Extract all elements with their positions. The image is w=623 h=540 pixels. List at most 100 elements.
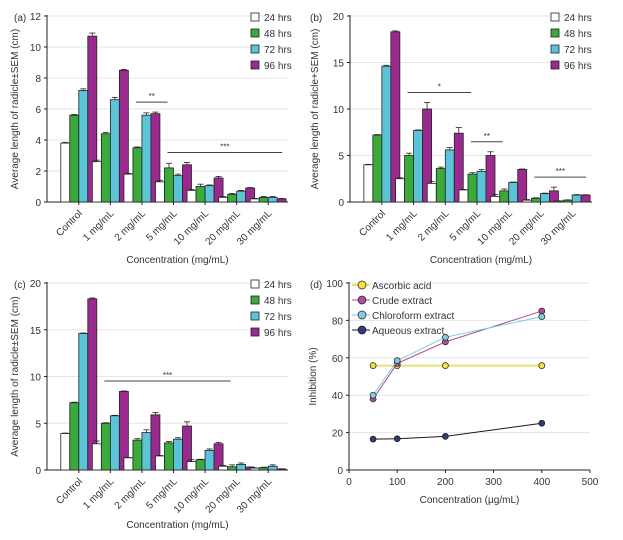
bar-96-hrs-3 — [485, 155, 496, 203]
legend-label: Chloroform extract — [372, 311, 454, 322]
chart-panel-c: 0 5 10 15 20 (c) Average length of radicle±SEM… — [10, 279, 292, 531]
x-tick-label: Control — [54, 208, 85, 239]
bar-48-hrs-1 — [404, 155, 414, 203]
x-tick-label: 2 mg/mL — [416, 208, 452, 244]
bar-72-hrs-4 — [204, 449, 215, 471]
bar-48-hrs-4 — [499, 190, 510, 203]
data-point-Chloroform-extract — [538, 313, 546, 321]
x-tick-label: 1 mg/mL — [384, 208, 420, 244]
bar-72-hrs-2 — [141, 432, 152, 471]
bar-72-hrs-1 — [109, 99, 120, 203]
legend-label: 48 hrs — [264, 29, 292, 40]
bar-72-hrs-4 — [204, 185, 215, 203]
legend-label: Ascorbic acid — [372, 281, 431, 292]
y-tick-label: 20 — [332, 429, 344, 440]
y-axis-label: Average length of radicle±SEM (cm) — [10, 29, 21, 189]
significance-label: *** — [220, 142, 229, 151]
chart-panel-d: 0 20 40 60 80 100 0 100 200 300 400 500 (d) Inhibiti… — [308, 279, 599, 506]
bar-48-hrs-6 — [562, 199, 573, 203]
y-tick-label: 60 — [332, 354, 344, 365]
bar-72-hrs-2 — [141, 114, 152, 203]
y-tick-label: 0 — [338, 198, 344, 209]
y-tick-label: 40 — [332, 391, 344, 402]
data-point-Aqueous-extract — [369, 435, 377, 443]
legend-label: 24 hrs — [264, 13, 292, 24]
bar-72-hrs-3 — [173, 175, 183, 203]
significance-label: *** — [556, 167, 565, 176]
legend-swatch — [250, 295, 260, 305]
bar-48-hrs-3 — [164, 442, 174, 471]
y-axis-label: Inhibition (%) — [308, 347, 319, 405]
bar-24-hrs-0 — [60, 433, 71, 471]
y-axis-label: Average length of radicle±SEM (cm) — [10, 296, 21, 456]
data-point-Chloroform-extract — [369, 391, 377, 399]
legend-swatch — [250, 311, 260, 321]
data-point-Chloroform-extract — [393, 357, 401, 364]
y-tick-label: 8 — [35, 74, 41, 85]
x-tick-label: 200 — [437, 477, 454, 488]
legend-swatch — [250, 44, 260, 54]
bar-72-hrs-0 — [78, 333, 89, 471]
x-axis-label: Concentration (mg/mL) — [430, 255, 532, 266]
legend-label: 96 hrs — [564, 61, 592, 72]
bar-72-hrs-5 — [236, 190, 247, 203]
bar-48-hrs-5 — [227, 466, 238, 471]
bar-72-hrs-5 — [540, 193, 550, 203]
x-axis-label: Concentration (mg/mL) — [126, 255, 228, 266]
legend-marker — [357, 280, 367, 290]
x-axis-label: Concentration (µg/mL) — [420, 495, 520, 506]
bar-24-hrs-3 — [155, 181, 165, 203]
x-tick-label: 500 — [582, 477, 599, 488]
legend-label: 48 hrs — [564, 29, 592, 40]
bar-48-hrs-6 — [258, 196, 269, 203]
bar-48-hrs-3 — [467, 173, 478, 203]
bar-24-hrs-3 — [458, 189, 469, 203]
bar-48-hrs-2 — [435, 168, 446, 203]
bar-48-hrs-2 — [132, 439, 143, 471]
legend-label: 48 hrs — [264, 296, 292, 307]
legend-label: 72 hrs — [264, 312, 292, 323]
bar-48-hrs-1 — [100, 422, 111, 471]
y-tick-label: 2 — [35, 167, 41, 178]
y-tick-label: 6 — [35, 105, 41, 116]
y-tick-label: 4 — [35, 136, 41, 147]
y-axis-label: Average length of radicle+SEM (cm) — [310, 29, 321, 190]
legend-marker — [357, 310, 367, 320]
legend-swatch — [550, 12, 560, 22]
bar-48-hrs-1 — [100, 133, 111, 203]
significance-label: ** — [484, 132, 490, 141]
data-point-Ascorbic-acid — [442, 362, 449, 370]
bar-24-hrs-1 — [91, 161, 102, 203]
bar-24-hrs-4 — [186, 189, 197, 203]
bar-48-hrs-4 — [195, 186, 206, 203]
legend-label: Aqueous extract — [372, 326, 444, 337]
panel-label: (b) — [310, 13, 322, 24]
chart-panel-a: 0 2 4 6 8 10 12 (a) Average length of radicle±SE… — [10, 12, 292, 266]
bar-96-hrs-6 — [276, 468, 287, 471]
legend-swatch — [250, 12, 260, 22]
x-tick-label: 300 — [485, 477, 502, 488]
x-tick-label: 400 — [533, 477, 550, 488]
legend-label: 96 hrs — [264, 61, 292, 72]
y-tick-label: 5 — [338, 152, 344, 163]
legend-marker — [357, 325, 367, 335]
bar-24-hrs-6 — [249, 467, 260, 471]
significance-label: *** — [163, 371, 172, 380]
bar-24-hrs-1 — [395, 178, 405, 203]
legend-marker — [357, 295, 367, 305]
y-tick-label: 0 — [337, 466, 343, 477]
legend-label: 72 hrs — [564, 45, 592, 56]
x-tick-label: 100 — [389, 477, 406, 488]
bar-24-hrs-0 — [363, 164, 374, 203]
panel-label: (c) — [14, 280, 26, 291]
x-tick-label: 0 — [346, 477, 352, 488]
data-point-Crude-extract — [538, 307, 546, 315]
bar-24-hrs-3 — [155, 455, 165, 471]
data-point-Ascorbic-acid — [538, 362, 546, 370]
x-tick-label: 1 mg/mL — [81, 208, 117, 244]
bar-48-hrs-3 — [164, 167, 174, 203]
y-tick-label: 80 — [332, 316, 344, 327]
bar-24-hrs-6 — [249, 198, 260, 203]
bar-48-hrs-0 — [372, 134, 383, 203]
